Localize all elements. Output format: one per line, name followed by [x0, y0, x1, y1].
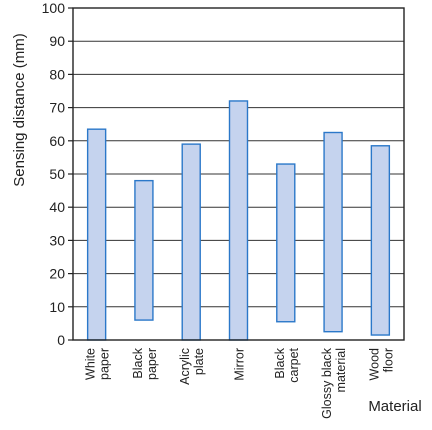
x-tick-label: Mirror [233, 348, 247, 381]
x-tick-label: Glossy black material [320, 347, 348, 419]
y-tick-label: 10 [49, 299, 65, 315]
y-tick-label: 40 [49, 199, 65, 215]
x-tick-label-line: Mirror [233, 348, 247, 381]
plot-frame [72, 7, 405, 341]
x-tick-label-line: Glossy black [320, 347, 334, 419]
bar [181, 143, 201, 341]
x-tick-label-line: floor [381, 348, 395, 372]
x-tick-label-line: plate [192, 348, 206, 375]
bar [323, 131, 343, 333]
axes [68, 7, 405, 341]
y-tick-label: 70 [49, 100, 65, 116]
x-tick-label: White paper [84, 348, 112, 380]
y-tick-label: 80 [49, 66, 65, 82]
x-tick-label: Wood floor [367, 348, 395, 380]
x-tick-label: Acrylic plate [178, 348, 206, 385]
x-tick-label-line: White [84, 348, 98, 380]
bar [370, 145, 391, 336]
y-tick-label: 60 [49, 133, 65, 149]
x-tick-labels: White paper Black paper Acrylic plate Mirror Bl… [84, 347, 396, 419]
y-axis-label: Sensing distance (mm) [11, 33, 28, 186]
x-tick-label: Black carpet [273, 347, 301, 382]
x-tick-label-line: material [334, 348, 348, 392]
bar [228, 100, 249, 341]
y-tick-label: 30 [49, 232, 65, 248]
x-tick-label-line: carpet [287, 347, 301, 382]
bars [86, 100, 391, 341]
bar [134, 179, 154, 321]
y-tick-label: 90 [49, 33, 65, 49]
x-tick-label: Black paper [131, 347, 159, 380]
x-tick-label-line: Acrylic [178, 348, 192, 385]
bar [276, 163, 296, 323]
x-axis-label: Material [368, 398, 421, 415]
x-tick-label-line: Black [273, 347, 287, 378]
y-tick-label: 20 [49, 266, 65, 282]
y-tick-label: 0 [57, 332, 65, 348]
x-tick-label-line: paper [98, 348, 112, 380]
x-tick-label-line: Wood [367, 348, 381, 380]
y-tick-labels: 0 10 20 30 40 50 60 70 80 90 100 [42, 0, 66, 348]
y-tick-label: 50 [49, 166, 65, 182]
y-tick-label: 100 [42, 0, 66, 16]
x-tick-label-line: paper [145, 348, 159, 380]
x-tick-label-line: Black [131, 347, 145, 378]
bar [86, 128, 107, 341]
